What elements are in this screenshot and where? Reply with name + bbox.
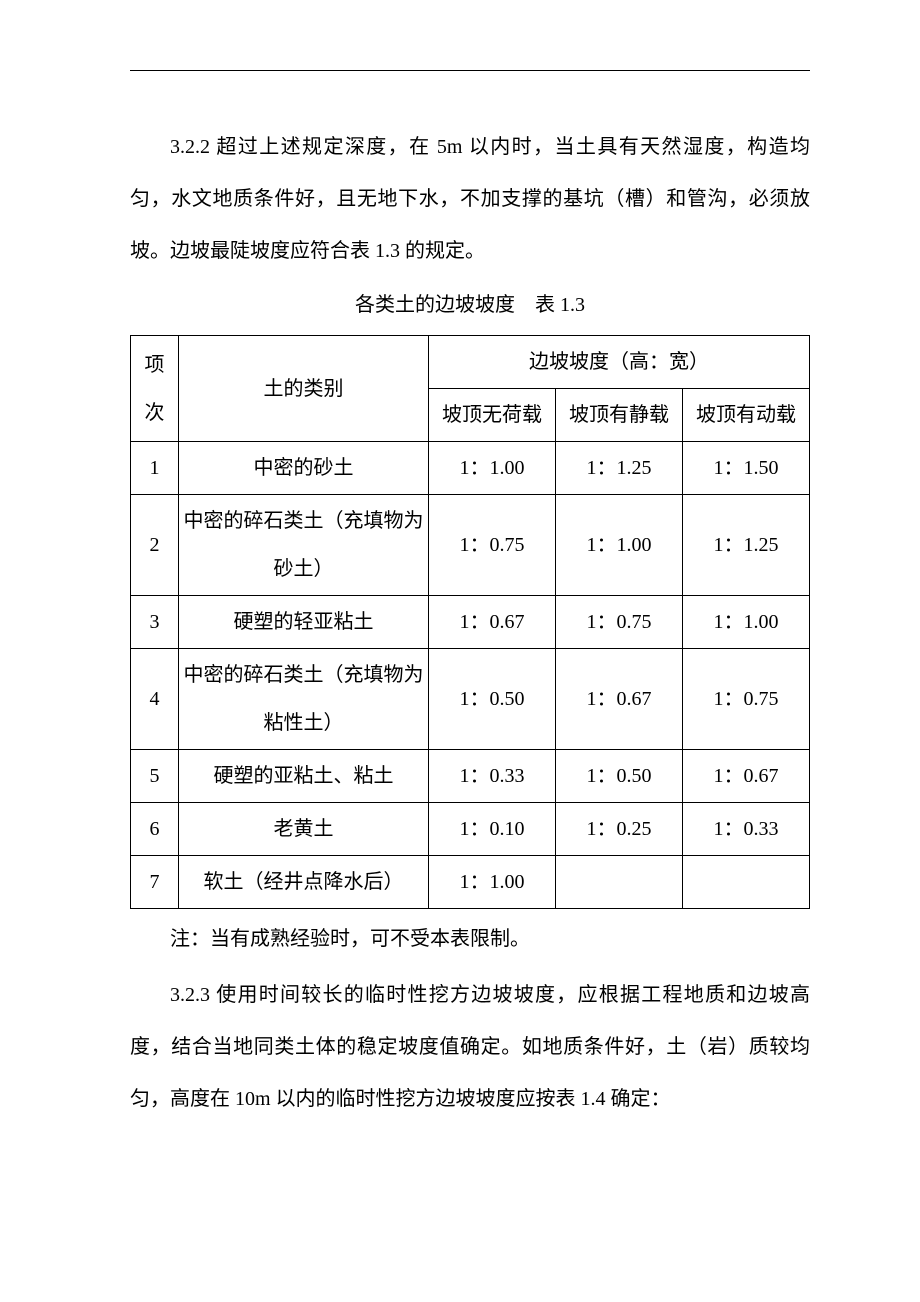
cell-index: 1 xyxy=(131,442,179,495)
th-index: 项次 xyxy=(131,336,179,442)
table-1-3: 项次 土的类别 边坡坡度（高：宽） 坡顶无荷载 坡顶有静载 坡顶有动载 1 中密… xyxy=(130,335,810,909)
table-row: 1 中密的砂土 1：1.00 1：1.25 1：1.50 xyxy=(131,442,810,495)
table-row: 3 硬塑的轻亚粘土 1：0.67 1：0.75 1：1.00 xyxy=(131,596,810,649)
paragraph-322: 3.2.2 超过上述规定深度，在 5m 以内时，当土具有天然湿度，构造均匀，水文… xyxy=(130,121,810,277)
table-row: 4 中密的碎石类土（充填物为粘性土） 1：0.50 1：0.67 1：0.75 xyxy=(131,649,810,750)
th-soil-type: 土的类别 xyxy=(179,336,429,442)
table-row: 6 老黄土 1：0.10 1：0.25 1：0.33 xyxy=(131,803,810,856)
cell-value: 1：0.25 xyxy=(556,803,683,856)
cell-type: 中密的碎石类土（充填物为粘性土） xyxy=(179,649,429,750)
cell-value: 1：0.10 xyxy=(429,803,556,856)
th-static-load: 坡顶有静载 xyxy=(556,389,683,442)
cell-value: 1：1.00 xyxy=(683,596,810,649)
cell-value: 1：1.25 xyxy=(683,495,810,596)
cell-value: 1：1.00 xyxy=(429,442,556,495)
cell-index: 7 xyxy=(131,856,179,909)
cell-type: 老黄土 xyxy=(179,803,429,856)
cell-value xyxy=(556,856,683,909)
th-dynamic-load: 坡顶有动载 xyxy=(683,389,810,442)
cell-value: 1：0.50 xyxy=(429,649,556,750)
table-row: 2 中密的碎石类土（充填物为砂土） 1：0.75 1：1.00 1：1.25 xyxy=(131,495,810,596)
cell-value: 1：0.67 xyxy=(683,750,810,803)
cell-value: 1：0.33 xyxy=(683,803,810,856)
cell-type: 中密的碎石类土（充填物为砂土） xyxy=(179,495,429,596)
paragraph-323: 3.2.3 使用时间较长的临时性挖方边坡坡度，应根据工程地质和边坡高度，结合当地… xyxy=(130,969,810,1125)
cell-value: 1：1.00 xyxy=(429,856,556,909)
table-header-row: 项次 土的类别 边坡坡度（高：宽） xyxy=(131,336,810,389)
cell-index: 5 xyxy=(131,750,179,803)
top-rule xyxy=(130,70,810,71)
cell-value: 1：0.75 xyxy=(683,649,810,750)
cell-value xyxy=(683,856,810,909)
cell-value: 1：0.67 xyxy=(429,596,556,649)
cell-value: 1：1.50 xyxy=(683,442,810,495)
cell-index: 6 xyxy=(131,803,179,856)
table-caption-1-3: 各类土的边坡坡度 表 1.3 xyxy=(130,281,810,329)
cell-type: 硬塑的亚粘土、粘土 xyxy=(179,750,429,803)
cell-index: 4 xyxy=(131,649,179,750)
cell-type: 中密的砂土 xyxy=(179,442,429,495)
cell-value: 1：0.75 xyxy=(429,495,556,596)
cell-index: 3 xyxy=(131,596,179,649)
table-row: 5 硬塑的亚粘土、粘土 1：0.33 1：0.50 1：0.67 xyxy=(131,750,810,803)
table-row: 7 软土（经井点降水后） 1：1.00 xyxy=(131,856,810,909)
cell-value: 1：0.75 xyxy=(556,596,683,649)
cell-type: 硬塑的轻亚粘土 xyxy=(179,596,429,649)
cell-type: 软土（经井点降水后） xyxy=(179,856,429,909)
cell-value: 1：0.50 xyxy=(556,750,683,803)
th-no-load: 坡顶无荷载 xyxy=(429,389,556,442)
cell-value: 1：1.00 xyxy=(556,495,683,596)
cell-value: 1：1.25 xyxy=(556,442,683,495)
th-slope-group: 边坡坡度（高：宽） xyxy=(429,336,810,389)
cell-value: 1：0.67 xyxy=(556,649,683,750)
table-note: 注：当有成熟经验时，可不受本表限制。 xyxy=(130,913,810,965)
cell-value: 1：0.33 xyxy=(429,750,556,803)
cell-index: 2 xyxy=(131,495,179,596)
